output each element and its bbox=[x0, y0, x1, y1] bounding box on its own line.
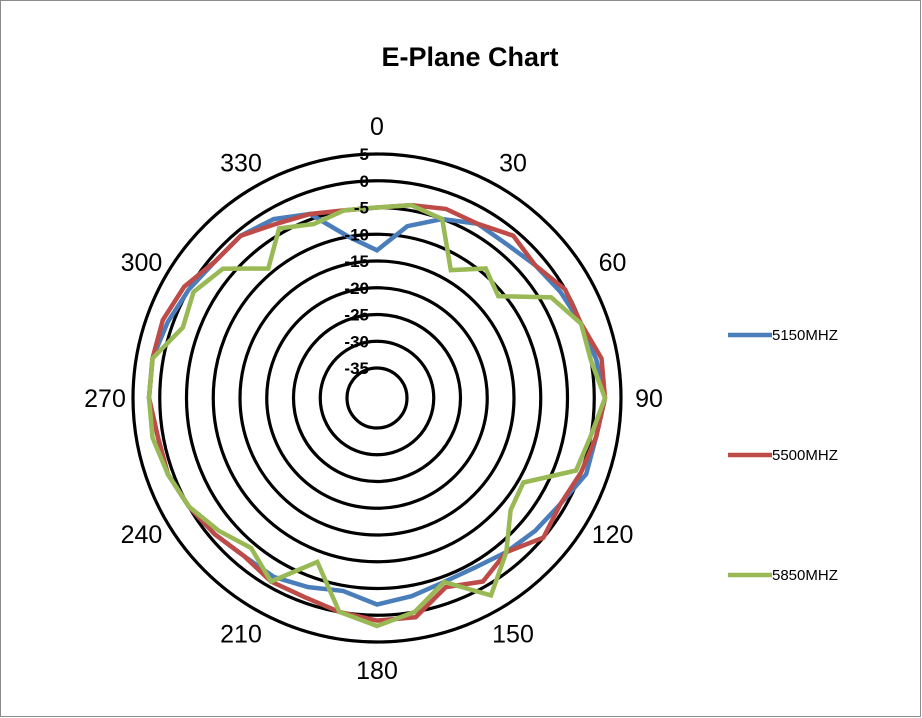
angle-label-210: 210 bbox=[220, 621, 262, 649]
radial-gridlines bbox=[131, 152, 623, 644]
ring--15 bbox=[238, 259, 516, 537]
series-line-5150MHZ bbox=[146, 211, 608, 607]
radial-label--30: -30 bbox=[344, 332, 369, 351]
radial-label--10: -10 bbox=[344, 225, 369, 244]
ring--25 bbox=[291, 312, 463, 484]
radial-axis-labels: 5 0 -5 -10 -15 -20 -25 -30 -35 bbox=[344, 145, 369, 378]
angle-label-0: 0 bbox=[370, 113, 384, 141]
radial-label--5: -5 bbox=[354, 199, 369, 218]
series-line-5500MHZ bbox=[146, 202, 608, 623]
ring--10 bbox=[211, 232, 543, 564]
radial-label--15: -15 bbox=[344, 252, 369, 271]
radial-label--35: -35 bbox=[344, 359, 369, 378]
angle-label-90: 90 bbox=[635, 385, 663, 413]
chart-title: E-Plane Chart bbox=[381, 42, 558, 72]
radial-label--25: -25 bbox=[344, 306, 369, 325]
radial-label-5: 5 bbox=[360, 145, 369, 164]
data-series bbox=[146, 202, 608, 629]
angle-label-270: 270 bbox=[84, 385, 126, 413]
ring--30 bbox=[318, 339, 436, 457]
angle-label-150: 150 bbox=[492, 621, 534, 649]
angle-label-180: 180 bbox=[356, 657, 398, 685]
angle-label-330: 330 bbox=[220, 149, 262, 177]
radial-label-0: 0 bbox=[360, 172, 369, 191]
angle-label-60: 60 bbox=[599, 249, 627, 277]
ring-5 bbox=[131, 152, 623, 644]
ring--20 bbox=[265, 286, 489, 510]
angle-axis-labels: 0 30 60 90 120 150 180 210 240 270 300 330 bbox=[84, 113, 663, 685]
legend-label-5850MHZ: 5850MHZ bbox=[772, 567, 838, 584]
legend-label-5500MHZ: 5500MHZ bbox=[772, 447, 838, 464]
legend: 5150MHZ 5500MHZ 5850MHZ bbox=[728, 327, 838, 584]
series-line-5850MHZ bbox=[146, 202, 608, 629]
ring--35 bbox=[345, 366, 409, 430]
angle-label-300: 300 bbox=[121, 249, 163, 277]
legend-label-5150MHZ: 5150MHZ bbox=[772, 327, 838, 344]
radial-label--20: -20 bbox=[344, 279, 369, 298]
angle-label-240: 240 bbox=[121, 521, 163, 549]
angle-label-30: 30 bbox=[499, 149, 527, 177]
angle-label-120: 120 bbox=[592, 521, 634, 549]
ring-0 bbox=[158, 179, 596, 617]
